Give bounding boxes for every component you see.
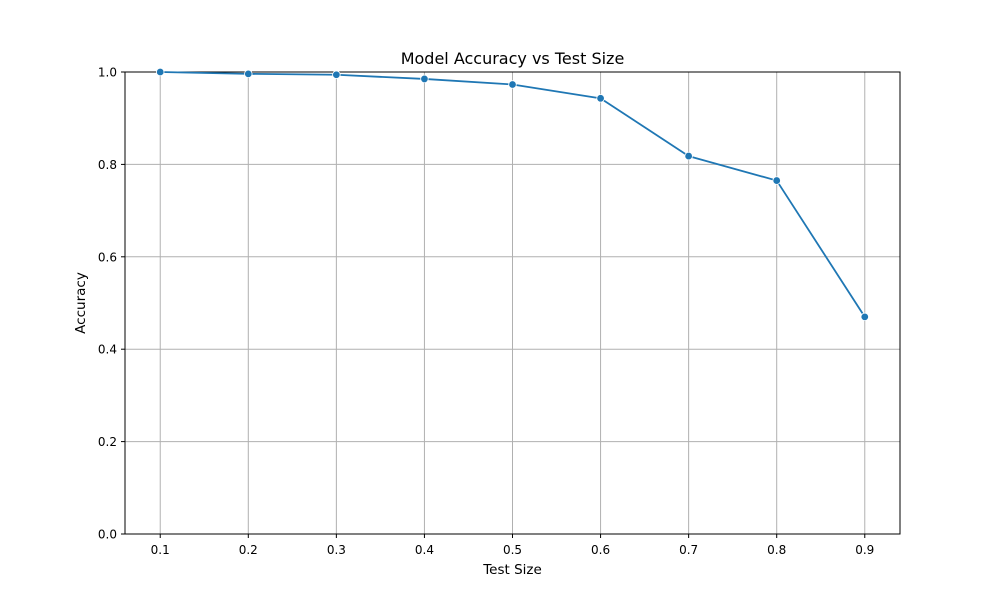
data-point: [244, 69, 253, 79]
data-point: [860, 312, 869, 322]
x-tick-label: 0.4: [415, 543, 434, 557]
x-tick-label: 0.9: [855, 543, 874, 557]
data-point: [508, 80, 517, 89]
data-point: [772, 176, 781, 185]
x-tick-label: 0.1: [151, 543, 170, 557]
data-point: [332, 70, 341, 79]
y-axis-label: Accuracy: [73, 272, 89, 334]
x-tick-label: 0.5: [503, 543, 522, 557]
x-axis-label: Test Size: [482, 562, 542, 578]
chart-title: Model Accuracy vs Test Size: [401, 49, 625, 68]
x-tick-label: 0.8: [767, 543, 786, 557]
y-tick-label: 0.4: [98, 343, 117, 357]
x-tick-label: 0.2: [239, 543, 258, 557]
data-point: [420, 74, 429, 84]
data-point: [684, 151, 693, 161]
x-tick-label: 0.3: [327, 543, 346, 557]
y-tick-label: 0.6: [98, 250, 117, 264]
y-tick-label: 0.0: [98, 528, 117, 542]
data-point: [596, 94, 605, 103]
x-tick-label: 0.7: [679, 543, 698, 557]
grid-lines: [125, 71, 900, 535]
y-tick-label: 1.0: [98, 66, 117, 80]
y-tick-label: 0.2: [98, 435, 117, 449]
data-series: [156, 67, 869, 322]
axis-ticks: 0.1 0.2 0.3 0.4 0.5 0.6 0.7 0.8 0.9 0.0 0.2 0.4 0.6 0…: [98, 66, 874, 558]
y-tick-label: 0.8: [98, 158, 117, 172]
data-point: [156, 67, 165, 77]
x-tick-label: 0.6: [591, 543, 610, 557]
